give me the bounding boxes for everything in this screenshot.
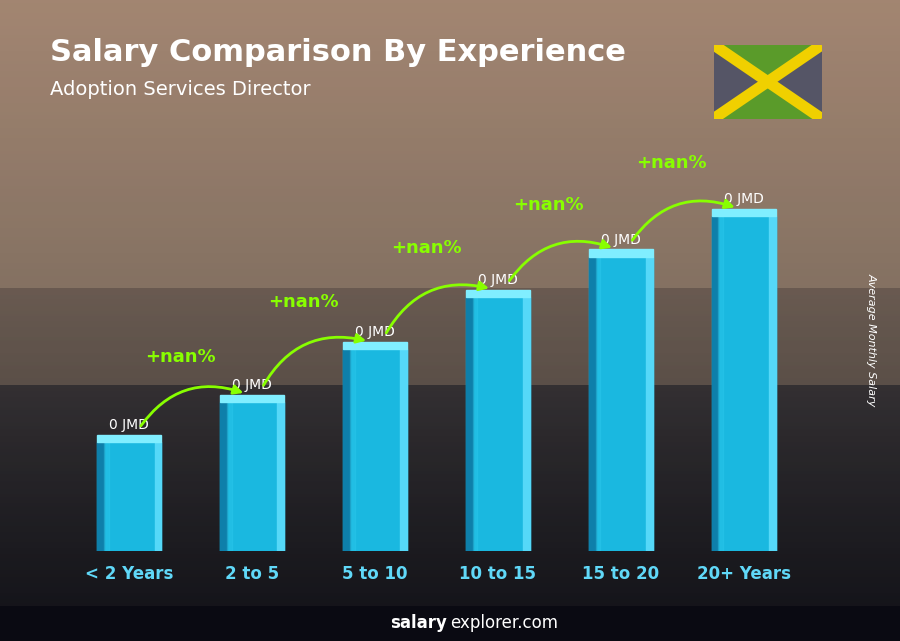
Text: 0 JMD: 0 JMD: [356, 326, 395, 339]
Text: 0 JMD: 0 JMD: [110, 418, 149, 432]
Bar: [712, 216, 718, 551]
Bar: [712, 216, 776, 551]
Bar: [712, 209, 776, 216]
Text: +nan%: +nan%: [145, 347, 216, 365]
Bar: [646, 256, 652, 551]
Bar: [343, 342, 407, 349]
Bar: [220, 395, 284, 402]
Text: +nan%: +nan%: [514, 196, 584, 214]
Text: 0 JMD: 0 JMD: [232, 378, 272, 392]
Bar: [523, 297, 530, 551]
Text: 0 JMD: 0 JMD: [724, 192, 763, 206]
Text: +nan%: +nan%: [391, 238, 462, 256]
Bar: [466, 297, 472, 551]
Bar: [589, 256, 596, 551]
Bar: [718, 216, 724, 551]
Polygon shape: [714, 45, 822, 81]
Bar: [589, 249, 652, 256]
Text: Adoption Services Director: Adoption Services Director: [50, 80, 310, 99]
Text: +nan%: +nan%: [268, 293, 338, 311]
Bar: [472, 297, 478, 551]
Bar: [104, 442, 109, 551]
Bar: [227, 402, 232, 551]
Text: salary: salary: [391, 613, 447, 631]
Text: +nan%: +nan%: [636, 154, 707, 172]
Text: explorer.com: explorer.com: [450, 613, 558, 631]
Bar: [466, 290, 530, 297]
Text: Average Monthly Salary: Average Monthly Salary: [866, 273, 877, 406]
Bar: [466, 297, 530, 551]
Text: 0 JMD: 0 JMD: [601, 233, 641, 247]
Bar: [97, 435, 161, 442]
Bar: [220, 402, 227, 551]
Bar: [343, 349, 407, 551]
Bar: [596, 256, 600, 551]
Polygon shape: [768, 45, 822, 119]
Polygon shape: [714, 45, 768, 119]
Bar: [155, 442, 161, 551]
Bar: [277, 402, 284, 551]
Bar: [400, 349, 407, 551]
Bar: [589, 256, 652, 551]
Bar: [97, 442, 104, 551]
Bar: [343, 349, 350, 551]
Polygon shape: [714, 81, 822, 119]
Text: 0 JMD: 0 JMD: [478, 273, 518, 287]
Bar: [350, 349, 355, 551]
Bar: [769, 216, 776, 551]
Text: Salary Comparison By Experience: Salary Comparison By Experience: [50, 38, 625, 67]
Bar: [220, 402, 284, 551]
Bar: [97, 442, 161, 551]
